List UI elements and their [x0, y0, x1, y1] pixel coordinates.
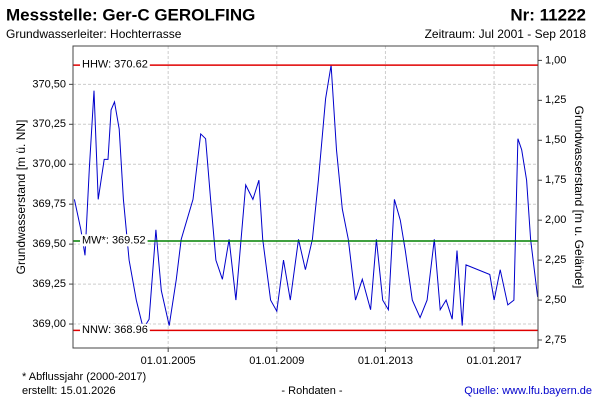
footnote: * Abflussjahr (2000-2017) [22, 371, 146, 383]
reference-label-bg [80, 234, 148, 247]
y2-axis-label: Grundwasserstand [m u. Gelände] [572, 106, 586, 289]
station-number: Nr: 11222 [510, 5, 586, 24]
y2-tick-label: 1,25 [545, 94, 566, 106]
y-tick-label: 369,00 [32, 318, 66, 330]
y2-tick-label: 1,75 [545, 174, 566, 186]
plot-frame [72, 45, 539, 349]
y2-tick-label: 2,25 [545, 254, 566, 266]
y2-tick-label: 2,75 [545, 334, 566, 346]
reference-label: MW*: 369.52 [82, 234, 146, 246]
y-tick-label: 369,25 [32, 278, 66, 290]
y2-tick-label: 1,50 [545, 134, 566, 146]
aquifer: Grundwasserleiter: Hochterrasse [6, 27, 182, 41]
reference-label-bg [80, 323, 150, 336]
x-tick-label: 01.01.2013 [358, 355, 413, 367]
y-axis-label: Grundwasserstand [m ü. NN] [14, 120, 28, 275]
y-tick-label: 370,00 [32, 158, 66, 170]
reference-label-bg [80, 58, 150, 71]
y2-tick-label: 1,00 [545, 54, 566, 66]
reference-label: NNW: 368.96 [82, 324, 148, 336]
data-kind: - Rohdaten - [281, 385, 342, 397]
data-line [73, 65, 539, 331]
reference-label: HHW: 370.62 [82, 59, 148, 71]
y2-tick-label: 2,50 [545, 294, 566, 306]
x-tick-label: 01.01.2017 [467, 355, 522, 367]
y-tick-label: 369,75 [32, 198, 66, 210]
y-tick-label: 369,50 [32, 238, 66, 250]
x-tick-label: 01.01.2005 [141, 355, 196, 367]
x-tick-label: 01.01.2009 [249, 355, 304, 367]
source-link[interactable]: Quelle: www.lfu.bayern.de [464, 385, 592, 397]
period: Zeitraum: Jul 2001 - Sep 2018 [425, 27, 587, 41]
created-date: erstellt: 15.01.2026 [22, 385, 116, 397]
chart-title: Messstelle: Ger-C GEROLFING [6, 5, 255, 24]
y2-tick-label: 2,00 [545, 214, 566, 226]
y-tick-label: 370,25 [32, 118, 66, 130]
y-tick-label: 370,50 [32, 78, 66, 90]
